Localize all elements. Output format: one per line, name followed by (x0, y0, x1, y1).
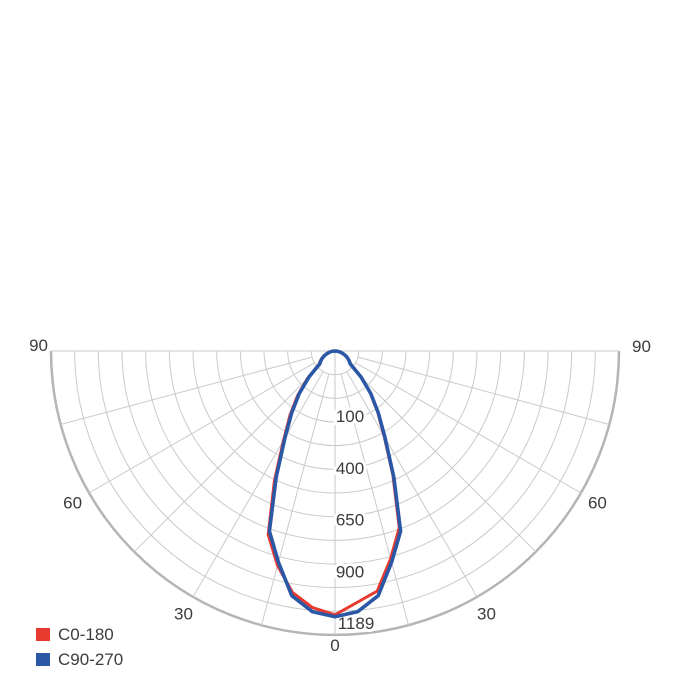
angle-label: 30 (174, 604, 193, 623)
legend-label-c0-180: C0-180 (58, 625, 114, 644)
legend-label-c90-270: C90-270 (58, 650, 124, 669)
grid-radial-line (60, 356, 313, 425)
legend-item-c0-180: C0-180 (36, 625, 123, 644)
curve-c90-270 (267, 349, 403, 619)
chart-legend: C0-180 C90-270 (36, 625, 124, 669)
legend-swatch-c0-180-icon (36, 628, 50, 641)
grid-radial-line (192, 371, 324, 598)
angle-label: 30 (477, 604, 496, 623)
grid-radial-line (88, 362, 315, 494)
grid-radial-line (357, 356, 610, 425)
ring-value-label: 100 (336, 407, 364, 426)
grid-radial-line (340, 373, 409, 626)
grid-radial-line (133, 367, 319, 553)
ring-value-label: 1189 (338, 614, 375, 633)
curve-c0-180 (266, 349, 401, 617)
angle-label: 0 (330, 636, 339, 655)
ring-value-label: 400 (336, 459, 364, 478)
angle-label: 60 (63, 494, 82, 513)
grid-radial-line (346, 371, 478, 598)
legend-swatch-c90-270-icon (36, 653, 50, 666)
angle-label: 60 (588, 494, 607, 513)
legend-item-c90-270: C90-270 (36, 650, 124, 669)
grid-radial-line (261, 373, 330, 626)
ring-value-label: 650 (336, 511, 364, 530)
ring-value-label: 900 (336, 562, 364, 581)
ring-value-labels: 100 400 650 900 1189 (333, 404, 377, 636)
angle-labels: 90 60 30 0 30 60 90 (26, 333, 654, 658)
grid-radial-line (351, 367, 537, 553)
grid-radial-line (355, 362, 582, 494)
grid-radials (51, 350, 619, 635)
angle-label: 90 (632, 337, 651, 356)
angle-label: 90 (29, 336, 48, 355)
